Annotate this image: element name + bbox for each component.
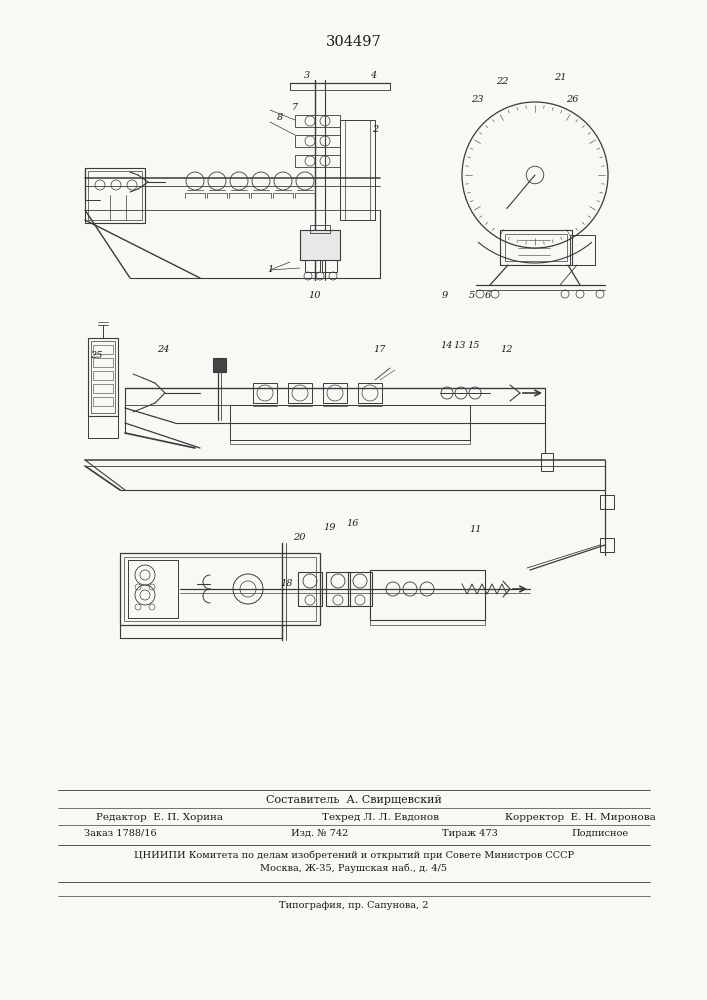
Bar [323, 383, 347, 403]
Text: 2: 2 [372, 125, 378, 134]
Bar [298, 572, 322, 606]
Bar [340, 120, 375, 220]
Bar [570, 235, 595, 265]
Text: 11: 11 [469, 526, 482, 534]
Bar [88, 416, 118, 438]
Text: 16: 16 [346, 518, 359, 528]
Text: Техред Л. Л. Евдонов: Техред Л. Л. Евдонов [322, 812, 438, 822]
Text: 14: 14 [440, 340, 453, 350]
Bar [93, 384, 113, 393]
Text: ЦНИИПИ Комитета по делам изобретений и открытий при Совете Министров СССР: ЦНИИПИ Комитета по делам изобретений и о… [134, 850, 574, 860]
Text: 12: 12 [501, 346, 513, 355]
Bar [124, 557, 316, 621]
Bar [600, 538, 614, 552]
Text: 7: 7 [292, 103, 298, 111]
Text: 26: 26 [566, 96, 578, 104]
Text: 20: 20 [293, 534, 305, 542]
Bar [358, 383, 382, 403]
Bar [288, 383, 312, 403]
Bar [505, 234, 567, 261]
Bar [370, 570, 485, 620]
Bar [600, 495, 614, 509]
Bar [370, 620, 485, 625]
Bar [213, 358, 226, 372]
Text: 15: 15 [468, 340, 480, 350]
Text: 13: 13 [454, 340, 466, 350]
Text: Типография, пр. Сапунова, 2: Типография, пр. Сапунова, 2 [279, 902, 428, 910]
Bar [295, 135, 340, 147]
Text: Корректор  Е. Н. Миронова: Корректор Е. Н. Миронова [505, 812, 655, 822]
Bar [295, 115, 340, 127]
Bar [93, 397, 113, 406]
Text: 6: 6 [485, 292, 491, 300]
Text: Изд. № 742: Изд. № 742 [291, 828, 349, 838]
Bar [120, 553, 320, 625]
Text: 23: 23 [471, 96, 484, 104]
Bar [253, 383, 277, 403]
Text: 22: 22 [496, 78, 508, 87]
Text: 19: 19 [324, 522, 337, 532]
Bar [91, 341, 115, 413]
Bar [93, 358, 113, 367]
Text: 17: 17 [374, 346, 386, 355]
Text: 1: 1 [267, 265, 273, 274]
Text: Москва, Ж-35, Раушская наб., д. 4/5: Москва, Ж-35, Раушская наб., д. 4/5 [260, 863, 448, 873]
Text: 21: 21 [554, 74, 566, 83]
Text: 5: 5 [469, 290, 475, 300]
Bar [128, 560, 178, 618]
Bar [326, 572, 350, 606]
Bar [300, 230, 340, 260]
Text: Тираж 473: Тираж 473 [442, 828, 498, 838]
Bar [85, 168, 145, 223]
Text: 3: 3 [304, 72, 310, 81]
Bar [310, 225, 330, 233]
Text: Редактор  Е. П. Хорина: Редактор Е. П. Хорина [96, 812, 223, 822]
Bar [541, 453, 553, 471]
Text: 9: 9 [442, 290, 448, 300]
Bar [500, 230, 572, 265]
Bar [322, 260, 337, 272]
Text: Подписное: Подписное [571, 828, 629, 838]
Bar [305, 260, 320, 272]
Text: 25: 25 [90, 351, 103, 360]
Text: 24: 24 [157, 346, 169, 355]
Bar [230, 405, 470, 440]
Bar [93, 371, 113, 380]
Bar [88, 338, 118, 416]
Bar [348, 572, 372, 606]
Bar [93, 345, 113, 354]
Text: 8: 8 [277, 113, 283, 122]
Bar [230, 440, 470, 444]
Text: 304497: 304497 [326, 35, 382, 49]
Bar [88, 171, 142, 220]
Text: 10: 10 [309, 290, 321, 300]
Text: 4: 4 [370, 72, 376, 81]
Bar [295, 155, 340, 167]
Text: Составитель  А. Свирщевский: Составитель А. Свирщевский [266, 795, 442, 805]
Text: Заказ 1788/16: Заказ 1788/16 [83, 828, 156, 838]
Text: 18: 18 [281, 578, 293, 587]
